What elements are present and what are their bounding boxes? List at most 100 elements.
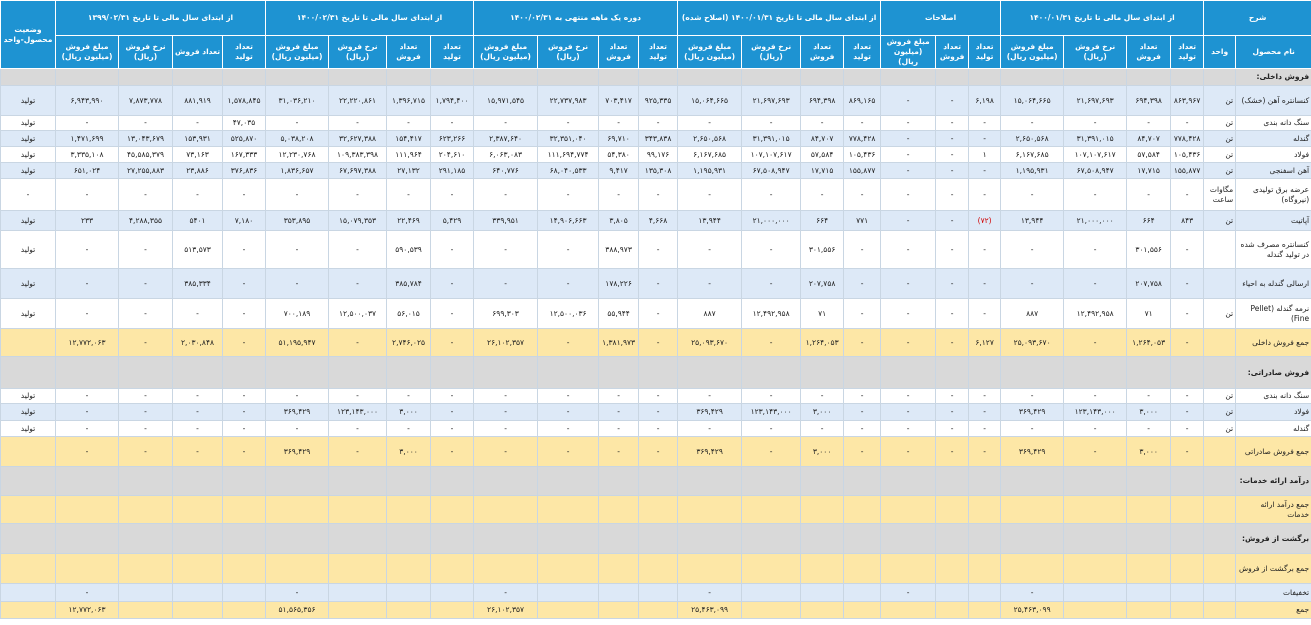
header-subcell: واحد (1203, 35, 1237, 69)
cell (54, 466, 120, 496)
cell: ۷۷۸,۴۲۸ (843, 130, 882, 147)
cell: - (638, 298, 679, 329)
cell: ۸۸۷ (1000, 298, 1065, 329)
cell: - (54, 403, 120, 421)
cell (328, 523, 388, 554)
cell: - (880, 115, 937, 131)
cell: ۸۶۹,۱۶۵ (843, 85, 882, 116)
cell: ۵۱,۱۹۵,۹۴۷ (265, 328, 330, 357)
cell: - (843, 436, 882, 467)
cell: - (54, 388, 120, 404)
cell: - (430, 230, 475, 269)
cell: - (222, 403, 267, 421)
cell: تن (1203, 115, 1237, 131)
cell: ۶۹۴,۳۹۸ (800, 85, 845, 116)
cell (386, 583, 432, 602)
header-subcell: تعداد فروش (935, 35, 970, 69)
cell: - (935, 328, 970, 357)
cell (328, 553, 388, 584)
cell (935, 583, 970, 602)
cell (1170, 523, 1205, 554)
table-row: جمع ۲۵,۴۶۳,۰۹۹ ۲۵,۴۶۳,۰۹۹ ۲۶,۱۰۲,۳۵۷ ۵۱,۵۶۵,… (0, 601, 1311, 619)
cell (800, 601, 845, 619)
cell (222, 583, 267, 602)
row-label: جمع برگشت از فروش (1235, 553, 1311, 584)
cell (172, 553, 224, 584)
cell: ۳۵۳,۸۹۵ (265, 210, 330, 231)
cell (430, 553, 475, 584)
cell (741, 356, 802, 389)
cell: ۲۱,۰۰۰,۰۰۰ (1063, 210, 1128, 231)
cell: - (430, 436, 475, 467)
cell: تن (1203, 388, 1237, 404)
cell: ۶۹۹,۳۰۳ (473, 298, 539, 329)
header-subcell: تعداد فروش (800, 35, 845, 69)
cell: - (222, 268, 267, 299)
cell: ۲۷,۱۳۲ (386, 162, 432, 179)
cell: - (638, 328, 679, 357)
cell (1063, 601, 1128, 619)
cell: - (118, 115, 174, 131)
cell (1203, 356, 1237, 389)
cell: ۲۵,۰۹۳,۶۷۰ (1000, 328, 1065, 357)
cell (741, 583, 802, 602)
cell: - (880, 436, 937, 467)
cell: - (386, 388, 432, 404)
cell (1000, 68, 1065, 86)
cell: ۵,۴۲۹ (430, 210, 475, 231)
cell: - (1063, 230, 1128, 269)
cell: - (935, 230, 970, 269)
cell (222, 356, 267, 389)
cell: - (1063, 388, 1128, 404)
row-label: گندله (1235, 130, 1311, 147)
cell: ۱۲۳,۱۴۳,۰۰۰ (328, 403, 388, 421)
row-label: گندله (1235, 420, 1311, 437)
cell: - (118, 436, 174, 467)
cell: - (800, 115, 845, 131)
cell: - (880, 388, 937, 404)
cell: - (880, 146, 937, 163)
cell: - (54, 420, 120, 437)
cell (677, 495, 743, 524)
cell: - (880, 162, 937, 179)
cell: - (880, 130, 937, 147)
cell: - (638, 420, 679, 437)
cell: - (1000, 583, 1065, 602)
cell (473, 466, 539, 496)
header-subcell: تعداد فروش (598, 35, 640, 69)
cell (118, 523, 174, 554)
cell: ۳۰۱,۵۵۶ (800, 230, 845, 269)
cell: - (537, 230, 600, 269)
cell: تولید (0, 146, 56, 163)
cell: ۱,۲۶۴,۰۵۳ (1126, 328, 1172, 357)
cell: ۹۹,۱۷۶ (638, 146, 679, 163)
cell: - (935, 85, 970, 116)
cell (741, 495, 802, 524)
cell: ۱۶۷,۳۳۳ (222, 146, 267, 163)
row-label: جمع فروش صادراتی (1235, 436, 1311, 467)
cell: ۱۷۸,۲۲۶ (598, 268, 640, 299)
cell (0, 328, 56, 357)
table-row: گندله تن ۷۷۸,۴۲۸ ۸۴,۷۰۷ ۳۱,۳۹۱,۰۱۵ ۲,۶۵۰,۵۶۸-… (0, 130, 1311, 147)
cell (843, 583, 882, 602)
cell: - (935, 436, 970, 467)
cell: تن (1203, 162, 1237, 179)
cell: تن (1203, 210, 1237, 231)
cell: ۱۴,۹۰۶,۶۶۳ (537, 210, 600, 231)
cell (1126, 553, 1172, 584)
cell: ۱۲,۷۷۲,۰۶۳ (54, 601, 120, 619)
cell: - (935, 403, 970, 421)
cell (880, 466, 937, 496)
cell (0, 601, 56, 619)
cell: ۱,۱۹۵,۹۳۱ (677, 162, 743, 179)
cell: ۸۸۷ (677, 298, 743, 329)
cell: تولید (0, 115, 56, 131)
cell: ۳۶۹,۴۲۹ (677, 403, 743, 421)
cell: تن (1203, 403, 1237, 421)
cell: - (880, 268, 937, 299)
cell: - (430, 115, 475, 131)
cell (1126, 523, 1172, 554)
cell: ۸۴۳ (1170, 210, 1205, 231)
cell: - (1063, 328, 1128, 357)
cell: ۱۵۵,۸۷۷ (1170, 162, 1205, 179)
